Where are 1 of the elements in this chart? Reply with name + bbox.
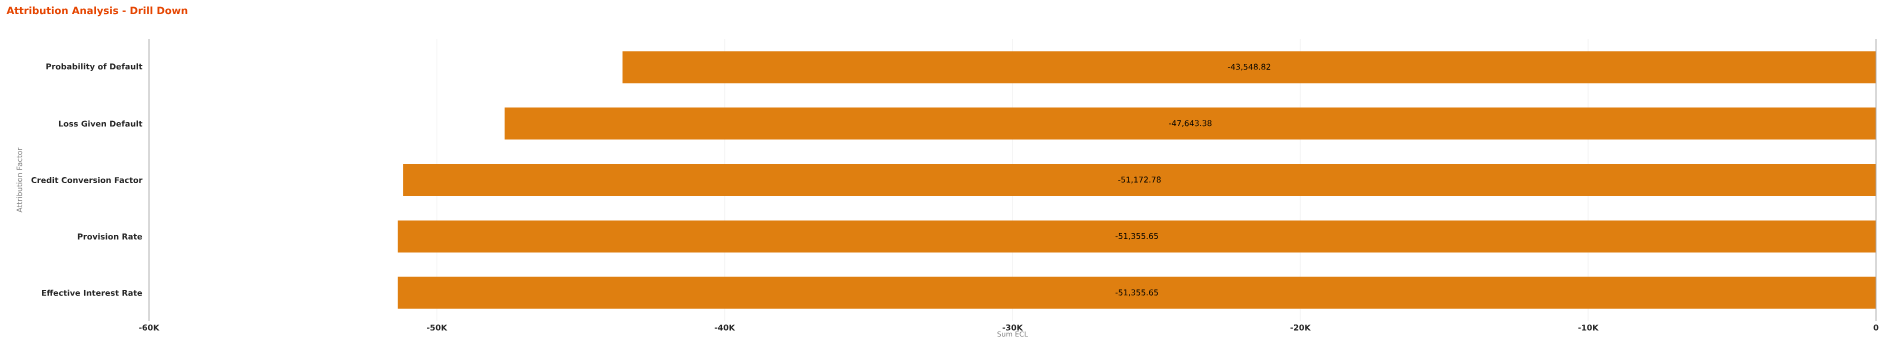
chart-title: Attribution Analysis - Drill Down bbox=[6, 6, 188, 17]
